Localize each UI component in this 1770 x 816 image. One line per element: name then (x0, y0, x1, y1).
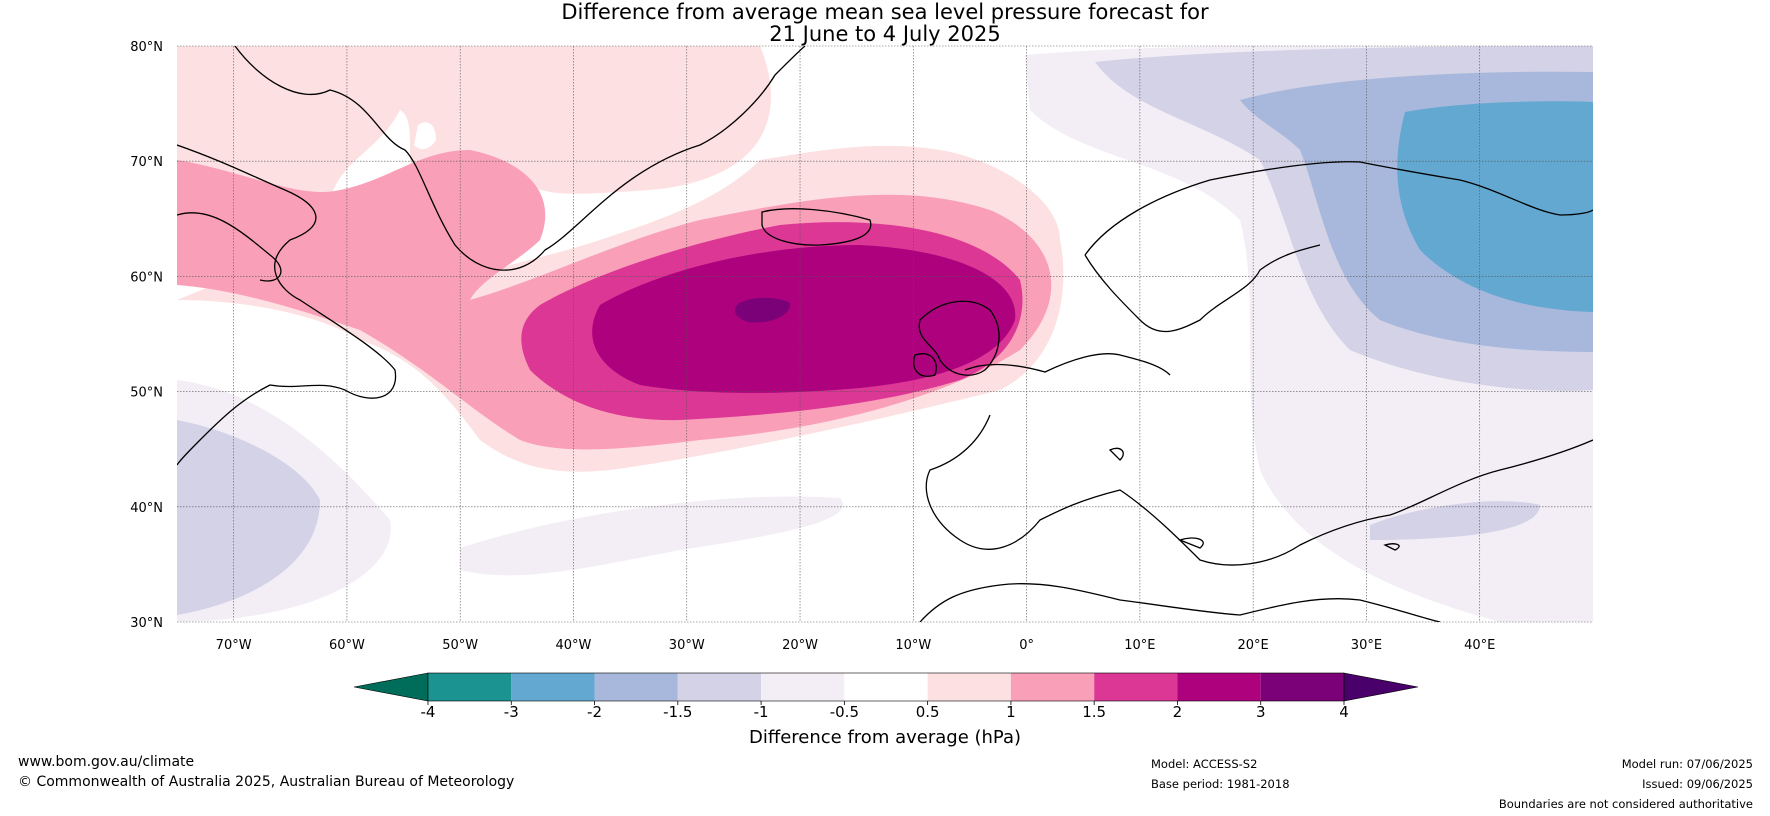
colorbar-frame (427, 672, 1345, 702)
colorbar (353, 672, 1419, 705)
longitude-labels: 70°W 60°W 50°W 40°W 30°W 20°W 10°W 0° 10°E 20°E 30… (216, 638, 1496, 653)
colorbar-title: Difference from average (hPa) (748, 727, 1022, 748)
colorbar-tick-label: -0.5 (829, 703, 859, 721)
colorbar-cell (927, 673, 1011, 701)
colorbar-cell (844, 673, 928, 701)
anomaly-region-gap-greenland (414, 122, 436, 150)
anomaly-region-minus-0-5-atlantic (460, 496, 844, 576)
boundaries-disclaimer: Boundaries are not considered authoritat… (1498, 797, 1753, 811)
longitude-label: 60°W (329, 638, 365, 653)
longitude-label: 40°W (556, 638, 592, 653)
longitude-label: 70°W (216, 638, 252, 653)
colorbar-tick-label: -4 (420, 703, 436, 721)
copyright-text: © Commonwealth of Australia 2025, Austra… (18, 774, 515, 790)
anomaly-region-minus-1-aegean (1370, 501, 1540, 540)
greenland-coastline (234, 46, 806, 271)
colorbar-tick-label: -3 (503, 703, 519, 721)
anomaly-region-minus-2-east (1397, 101, 1593, 312)
british-isles-coastline (913, 300, 1000, 377)
colorbar-tick-label: -2 (587, 703, 603, 721)
longitude-label: 20°E (1238, 638, 1269, 653)
latitude-label: 80°N (130, 40, 163, 55)
baffin-coastline (177, 212, 282, 282)
coastlines (177, 46, 1593, 622)
colorbar-tick-label: 1 (1006, 703, 1016, 721)
latitude-label: 40°N (130, 501, 163, 516)
longitude-label: 10°E (1124, 638, 1155, 653)
anomaly-region-plus-2 (592, 245, 1016, 393)
colorbar-low-extend (353, 672, 429, 702)
longitude-label: 30°W (669, 638, 705, 653)
website-link[interactable]: www.bom.gov.au/climate (18, 754, 195, 770)
longitude-label: 10°W (895, 638, 931, 653)
colorbar-tick-label: -1.5 (663, 703, 693, 721)
mediterranean-islands (1108, 447, 1400, 551)
latitude-label: 50°N (130, 386, 163, 401)
issued-date: Issued: 09/06/2025 (1642, 777, 1753, 791)
colorbar-cell (1177, 673, 1261, 701)
longitude-label: 50°W (442, 638, 478, 653)
colorbar-tick-label: 4 (1339, 703, 1349, 721)
anomaly-region-plus-3 (735, 297, 791, 323)
canada-coastline (177, 144, 397, 466)
colorbar-cell (677, 673, 762, 701)
colorbar-tick-label: -1 (753, 703, 769, 721)
latitude-label: 70°N (130, 155, 163, 170)
colorbar-cell (1260, 673, 1344, 701)
colorbar-tick-label: 3 (1255, 703, 1266, 721)
colorbar-tick-label: 0.5 (915, 703, 940, 721)
model-name: Model: ACCESS-S2 (1151, 757, 1258, 771)
base-period: Base period: 1981-2018 (1151, 777, 1290, 791)
longitude-label: 40°E (1464, 638, 1495, 653)
scandinavia-coastline (1084, 161, 1593, 256)
colorbar-tick-label: 2 (1172, 703, 1183, 721)
europe-coastline (925, 353, 1593, 566)
colorbar-cell (1094, 673, 1178, 701)
longitude-label: 0° (1019, 638, 1034, 653)
colorbar-cell (511, 673, 595, 701)
africa-coastline (919, 583, 1441, 622)
colorbar-cell (761, 673, 845, 701)
map-gridlines (177, 45, 1593, 623)
model-run-date: Model run: 07/06/2025 (1621, 757, 1753, 771)
anomaly-region-minus-1-west (177, 420, 320, 615)
colorbar-cell (594, 673, 678, 701)
map-title-line-1: Difference from average mean sea level p… (561, 0, 1209, 24)
anomaly-field (177, 46, 1593, 622)
colorbar-cell (1010, 673, 1095, 701)
colorbar-cell (428, 673, 512, 701)
iceland-coastline (761, 208, 872, 246)
longitude-label: 20°W (782, 638, 818, 653)
norway-coastline (1084, 244, 1321, 333)
colorbar-high-extend (1343, 672, 1419, 702)
latitude-label: 60°N (130, 270, 163, 285)
longitude-label: 30°E (1351, 638, 1382, 653)
latitude-label: 30°N (130, 616, 163, 631)
colorbar-tick-label: 1.5 (1082, 703, 1107, 721)
latitude-labels: 80°N 70°N 60°N 50°N 40°N 30°N (130, 40, 163, 631)
map-title-line-2: 21 June to 4 July 2025 (769, 22, 1001, 46)
